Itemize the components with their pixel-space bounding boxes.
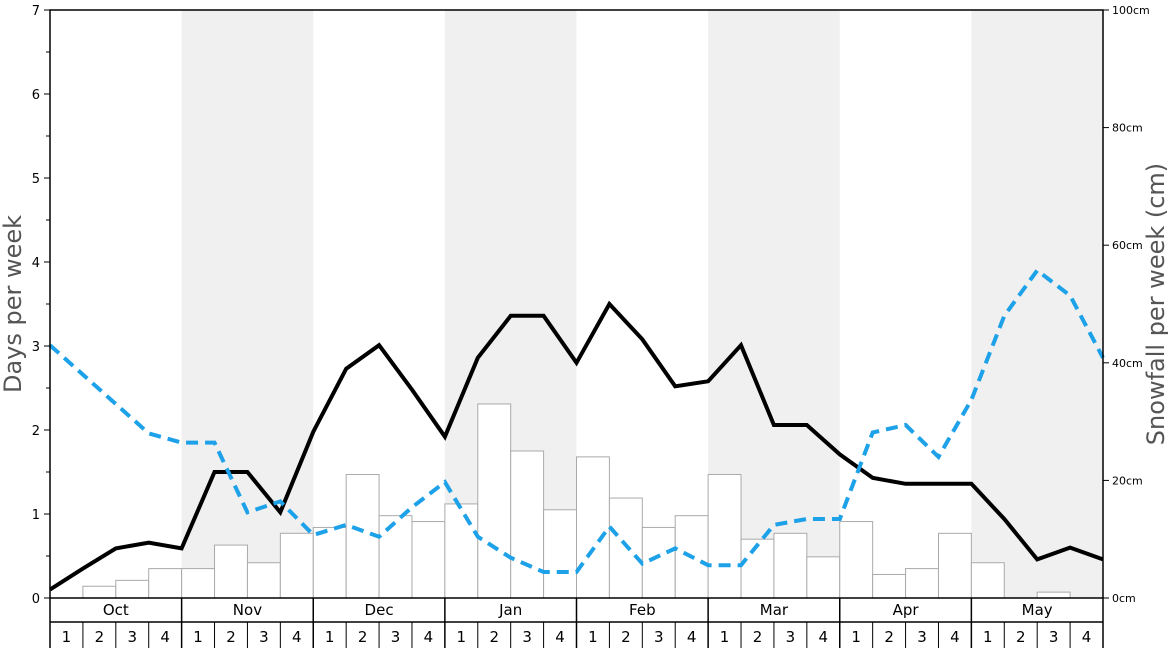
snowfall-bar [312, 526, 347, 599]
left-tick-label: 7 [32, 4, 40, 19]
snowfall-bar [444, 503, 479, 599]
week-label: 2 [489, 628, 499, 646]
snowfall-bar [839, 521, 874, 599]
left-tick-label: 0 [32, 592, 40, 607]
left-tick-label: 1 [32, 508, 40, 523]
left-tick-label: 5 [32, 172, 40, 187]
snowfall-bar [411, 521, 446, 599]
snowfall-bar [115, 579, 150, 599]
week-label: 4 [950, 628, 960, 646]
week-label: 2 [753, 628, 763, 646]
week-label: 3 [127, 628, 137, 646]
snowfall-bars [82, 403, 1071, 599]
right-tick-label: 100cm [1112, 4, 1150, 17]
week-label: 1 [457, 628, 467, 646]
left-tick-label: 4 [32, 256, 40, 271]
week-label: 3 [522, 628, 532, 646]
week-label: 2 [95, 628, 105, 646]
week-label: 4 [1082, 628, 1092, 646]
week-label: 1 [983, 628, 993, 646]
snowfall-bar [148, 568, 183, 599]
week-label: 4 [160, 628, 170, 646]
left-axis-label: Days per week [0, 215, 27, 393]
right-tick-label: 60cm [1112, 239, 1143, 252]
month-label: Nov [233, 601, 262, 619]
week-label: 2 [358, 628, 368, 646]
week-label: 4 [292, 628, 302, 646]
snowfall-bar [510, 450, 545, 599]
snowfall-bar [477, 403, 512, 599]
snowfall-bar [641, 526, 676, 599]
week-label: 4 [819, 628, 829, 646]
snowfall-bar [937, 532, 972, 599]
week-row: 1 2 3 4 1 2 3 4 1 2 3 4 1 2 3 4 1 2 3 4 1 2 3 4 1 2 3 4 1 2 3 4 [62, 622, 1092, 648]
week-label: 3 [917, 628, 927, 646]
right-axis-label: Snowfall per week (cm) [1142, 163, 1168, 445]
left-tick-label: 3 [32, 340, 40, 355]
week-label: 3 [654, 628, 664, 646]
right-tick-label: 0cm [1112, 592, 1136, 605]
right-tick-label: 80cm [1112, 122, 1143, 135]
snowfall-bar [378, 515, 413, 599]
snowfall-bar [970, 562, 1005, 599]
left-tick-label: 2 [32, 424, 40, 439]
month-label: Feb [629, 601, 656, 619]
left-axis: 0 1 2 3 4 5 6 7 [32, 4, 50, 607]
week-label: 3 [786, 628, 796, 646]
snowfall-bar [773, 532, 808, 599]
week-label: 3 [1049, 628, 1059, 646]
snowfall-bar [707, 474, 742, 599]
month-label: May [1022, 601, 1053, 619]
snowfall-bar [905, 568, 939, 599]
week-label: 4 [687, 628, 697, 646]
snowfall-bar [279, 532, 314, 599]
week-label: 2 [226, 628, 236, 646]
snowfall-bar [543, 509, 577, 599]
dashed-line [48, 267, 1105, 574]
month-shading [181, 10, 1103, 598]
week-label: 4 [555, 628, 565, 646]
snowfall-bar [1036, 591, 1071, 599]
series-lines [48, 267, 1105, 592]
right-tick-label: 20cm [1112, 474, 1143, 487]
snowfall-bar [181, 568, 216, 599]
week-label: 1 [193, 628, 203, 646]
snowfall-bar [806, 556, 841, 599]
week-label: 1 [851, 628, 861, 646]
month-label: Mar [760, 601, 789, 619]
week-label: 3 [391, 628, 401, 646]
solid-line [48, 300, 1104, 592]
month-label: Dec [365, 601, 394, 619]
snowfall-bar [576, 456, 610, 599]
week-label: 4 [424, 628, 434, 646]
week-label: 1 [62, 628, 72, 646]
week-label: 1 [720, 628, 730, 646]
right-tick-label: 40cm [1112, 357, 1143, 370]
snowfall-bar [214, 544, 248, 599]
month-label: Apr [893, 601, 920, 619]
week-label: 2 [621, 628, 631, 646]
month-label: Jan [498, 601, 522, 619]
week-label: 2 [1016, 628, 1026, 646]
snowfall-bar [246, 562, 281, 599]
right-axis: 0cm 20cm 40cm 60cm 80cm 100cm [1103, 4, 1150, 605]
week-label: 2 [884, 628, 894, 646]
month-label: Oct [103, 601, 129, 619]
snowfall-bar [872, 573, 907, 599]
week-label: 1 [588, 628, 598, 646]
month-row: Oct Nov Dec Jan Feb Mar Apr May [49, 598, 1104, 648]
week-label: 3 [259, 628, 269, 646]
month-band-may [971, 10, 1103, 598]
left-tick-label: 6 [32, 88, 40, 103]
week-label: 1 [325, 628, 335, 646]
snowfall-bar [82, 585, 117, 599]
